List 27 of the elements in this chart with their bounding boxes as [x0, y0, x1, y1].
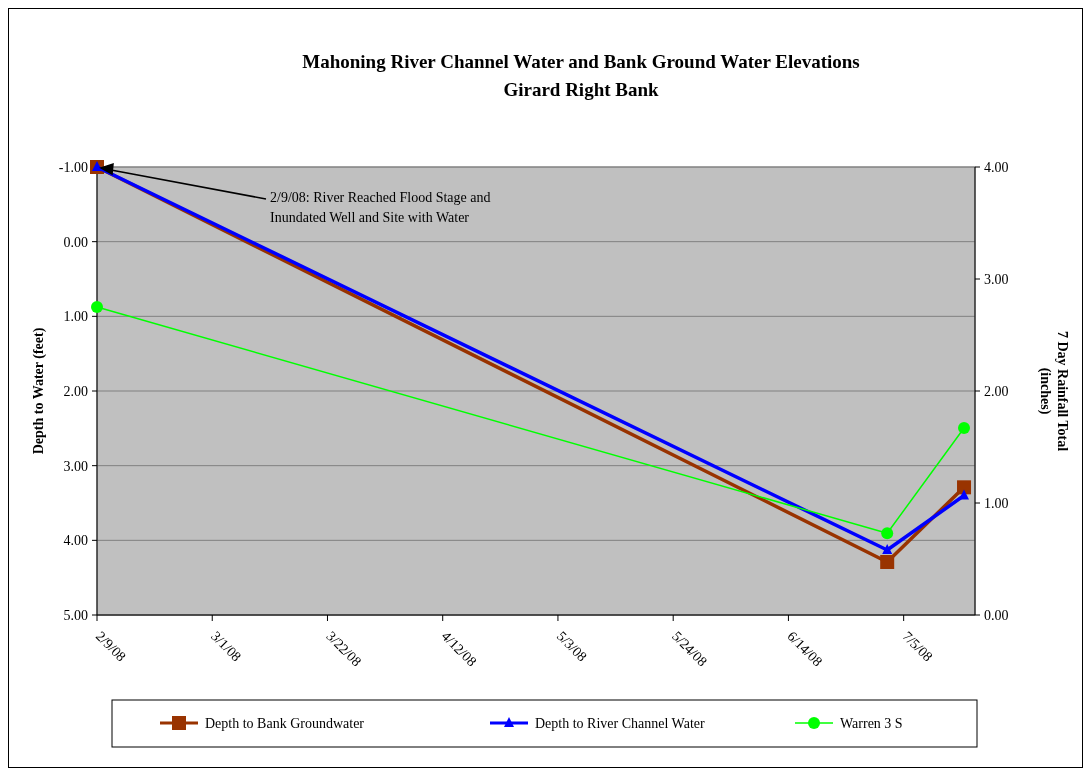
point: [958, 421, 971, 434]
annotation: 2/9/08: River Reached Flood Stage and Inundated Well and Site with Water: [270, 190, 491, 225]
y-tick-label: 5.00: [63, 608, 88, 623]
y-tick-label: 4.00: [63, 533, 88, 549]
legend-label: Depth to Bank Groundwater: [205, 716, 365, 731]
chart-title: Mahoning River Channel Water and Bank Ground Water Elevations: [302, 51, 860, 72]
y-tick-label: -1.00: [58, 160, 88, 175]
point: [882, 544, 893, 555]
y2-axis-title: 7 Day Rainfall Total (inches): [1037, 330, 1070, 452]
legend-label: Depth to River Channel Water: [535, 716, 706, 731]
point: [881, 527, 894, 540]
y2-tick-label: 1.00: [984, 496, 1009, 511]
y-tick-label: 0.00: [63, 234, 88, 250]
y-tick-label: 1.00: [63, 309, 88, 325]
y2-tick-label: 2.00: [984, 384, 1009, 399]
y-tick-label: 2.00: [63, 384, 88, 399]
y-axis-title: Depth to Water (feet): [31, 327, 47, 455]
chart-subtitle: Girard Right Bank: [503, 79, 660, 100]
y2-tick-label: 3.00: [984, 272, 1009, 287]
point: [959, 489, 970, 500]
point: [91, 301, 103, 313]
y-tick-label: 3.00: [63, 458, 88, 474]
legend-label: Warren 3 S: [840, 716, 903, 731]
point: [957, 480, 972, 495]
y2-tick-label: 0.00: [984, 608, 1009, 623]
y2-tick-label: 4.00: [984, 160, 1009, 175]
point: [880, 554, 895, 569]
